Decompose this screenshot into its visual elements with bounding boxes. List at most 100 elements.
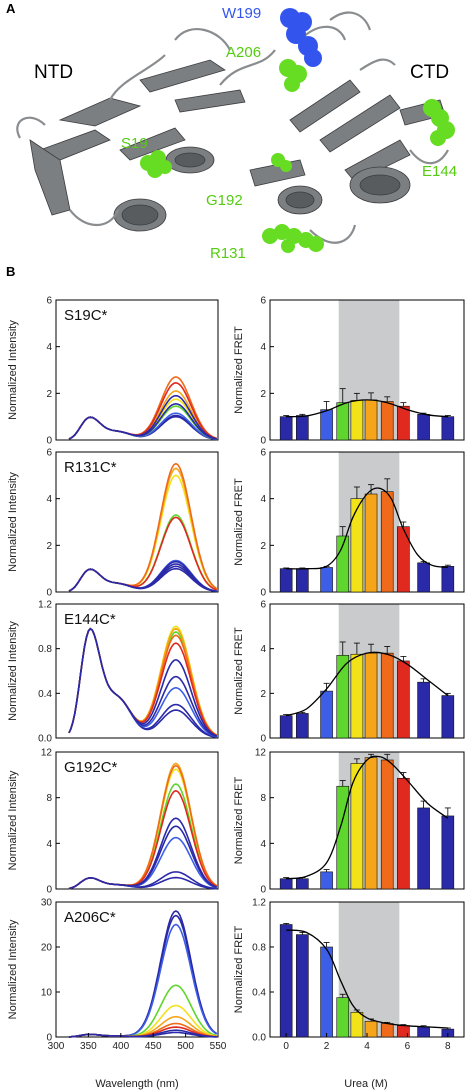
fret-g192c-bar <box>320 871 333 890</box>
fret-s19c-bar <box>350 400 364 441</box>
spectra-a206c-xtick-label: 300 <box>48 1041 65 1052</box>
spectra-e144c-ytick-label: 0.0 <box>38 734 52 745</box>
fret-g192c-bar <box>441 815 455 890</box>
fret-s19c-bar <box>364 399 378 441</box>
fret-a206c-ytick-label: 0.0 <box>252 1033 266 1044</box>
fret-e144c-fit-line <box>285 651 449 717</box>
fret-e144c-bar <box>397 660 410 739</box>
residue-label-g192: G192 <box>206 192 243 209</box>
fret-a206c-bar <box>417 1026 430 1038</box>
spectra-a206c-ylabel: Normalized Intensity <box>7 919 19 1019</box>
fret-e144c-ytick-label: 4 <box>260 644 266 655</box>
e144-spheres <box>423 99 455 146</box>
spectra-g192c-curve <box>68 825 217 890</box>
residue-label-a206: A206 <box>226 44 261 61</box>
fret-a206c-xtick-label: 2 <box>324 1041 330 1052</box>
fret-r131c-ytick-label: 2 <box>260 541 266 552</box>
fret-a206c-bar <box>296 934 309 1038</box>
spectra-a206c-xtick-label: 350 <box>80 1041 97 1052</box>
ntd-ribbon <box>29 59 246 232</box>
fret-s19c-bar <box>320 409 333 441</box>
spectra-r131c-curve <box>68 559 217 592</box>
spectra-s19c-frame <box>55 299 219 441</box>
fret-g192c-bar <box>279 878 293 890</box>
spectra-xlabel: Wavelength (nm) <box>95 1078 178 1090</box>
fret-a206c-bar <box>380 1023 394 1038</box>
fret-a206c-xtick-label: 0 <box>283 1041 289 1052</box>
spectra-e144c-name: E144C* <box>64 611 116 628</box>
residue-label-w199: W199 <box>222 5 261 22</box>
spectra-g192c-name: G192C* <box>64 759 118 776</box>
fret-e144c-bar <box>279 715 293 739</box>
fret-a206c-bar <box>350 1011 364 1038</box>
fret-a206c-bar <box>279 924 293 1038</box>
fret-g192c-bar <box>417 807 430 890</box>
spectra-a206c-xtick-label: 550 <box>210 1041 227 1052</box>
fret-a206c-xtick-label: 4 <box>364 1041 370 1052</box>
fret-g192c-bar <box>364 757 378 890</box>
s19-spheres <box>140 150 172 178</box>
fret-a206c-ytick-label: 1.2 <box>252 898 266 909</box>
spectra-r131c-curve <box>68 462 218 592</box>
fret-a206c-xtick-label: 6 <box>405 1041 411 1052</box>
spectra-s19c-curve <box>68 402 217 440</box>
spectra-s19c-ytick-label: 0 <box>46 436 52 447</box>
fret-g192c-ytick-label: 12 <box>255 748 267 759</box>
fret-s19c-bar <box>380 401 394 441</box>
fret-r131c-bar <box>296 568 309 593</box>
fret-r131c-bar <box>350 498 364 593</box>
fret-e144c-ytick-label: 2 <box>260 689 266 700</box>
spectra-r131c-ylabel: Normalized Intensity <box>7 472 19 572</box>
spectra-e144c-ylabel: Normalized Intensity <box>7 621 19 721</box>
r131-spheres <box>262 224 324 253</box>
fret-r131c-ytick-label: 0 <box>260 588 266 599</box>
panel-letter-b: B <box>6 264 15 279</box>
spectra-r131c-ytick-label: 0 <box>46 588 52 599</box>
fret-r131c-ytick-label: 4 <box>260 494 266 505</box>
spectra-g192c-curve <box>68 762 218 890</box>
spectra-a206c-curve <box>68 910 218 1038</box>
spectra-a206c-curve <box>68 1031 217 1038</box>
fret-a206c-fit-line <box>286 929 448 1029</box>
spectra-s19c-axes: 0 2 4 6 Normalized Intensity S19C* <box>7 296 219 447</box>
spectra-e144c-ytick-label: 1.2 <box>38 600 52 611</box>
fret-g192c-bar <box>397 777 410 890</box>
spectra-g192c-axes: 0 4 8 12 Normalized Intensity G192C* <box>7 748 219 896</box>
spectra-r131c-ytick-label: 6 <box>46 448 52 459</box>
spectra-r131c-ytick-label: 4 <box>46 494 52 505</box>
fret-s19c-ytick-label: 4 <box>260 342 266 353</box>
fret-s19c-bar <box>441 416 455 441</box>
spectra-e144c-curve <box>68 627 218 736</box>
spectra-e144c-frame <box>55 603 219 739</box>
residue-label-e144: E144 <box>422 163 457 180</box>
fret-a206c-xticks: 0 2 4 6 8 <box>283 1033 451 1052</box>
spectra-a206c-xtick-label: 450 <box>145 1041 162 1052</box>
fret-xlabel: Urea (M) <box>344 1078 387 1090</box>
spectra-a206c-xtick-label: 400 <box>112 1041 129 1052</box>
spectra-g192c-ytick-label: 12 <box>41 748 53 759</box>
fret-g192c-ylabel: Normalized FRET <box>233 777 245 865</box>
fret-r131c-ylabel: Normalized FRET <box>233 478 245 566</box>
spectra-e144c-ytick-label: 0.8 <box>38 644 52 655</box>
spectra-s19c-ytick-label: 4 <box>46 342 52 353</box>
fret-r131c-bar <box>441 566 455 593</box>
fret-s19c-ytick-label: 6 <box>260 296 266 307</box>
fret-a206c-bar <box>320 946 333 1038</box>
spectra-g192c-ytick-label: 8 <box>46 793 52 804</box>
fret-g192c-bar <box>380 759 394 890</box>
spectra-a206c-ytick-label: 0 <box>46 1033 52 1044</box>
charts-group: 0 2 4 6 Normalized Intensity S19C* 0 2 4 6 Normali… <box>7 296 465 1052</box>
spectra-e144c-axes: 0.0 0.4 0.8 1.2 Normalized Intensity E144C* <box>7 600 219 745</box>
fret-e144c-ylabel: Normalized FRET <box>233 627 245 715</box>
spectra-g192c-ytick-label: 0 <box>46 885 52 896</box>
ntd-loops <box>16 28 276 226</box>
spectra-r131c-ytick-label: 2 <box>46 541 52 552</box>
fret-r131c-bar <box>320 567 333 593</box>
spectra-a206c-name: A206C* <box>64 909 116 926</box>
fret-s19c-bar <box>417 414 430 441</box>
spectra-e144c-curve <box>68 627 218 736</box>
ctd-ribbon <box>249 79 446 215</box>
fret-r131c-bar <box>380 491 394 593</box>
a206-spheres <box>279 59 307 92</box>
